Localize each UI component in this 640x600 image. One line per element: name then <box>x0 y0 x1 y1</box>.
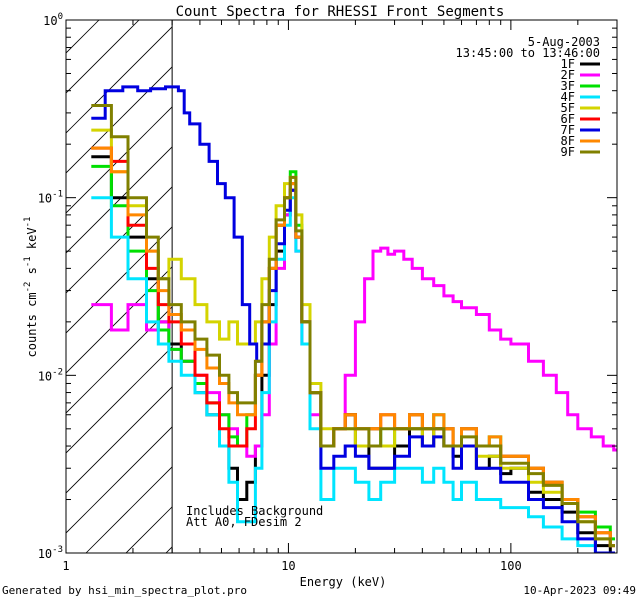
axis-tick-labels: 1 10 100 10-3 10-2 10-1 100 <box>38 12 522 573</box>
ylabel-exp-a: -2 <box>23 282 33 293</box>
date-label: 5-Aug-2003 <box>528 35 600 49</box>
hatch-line <box>66 26 173 134</box>
series-2F-line <box>91 188 617 458</box>
time-range-label: 13:45:00 to 13:46:00 <box>456 46 601 60</box>
annotation-background: Includes Background <box>186 504 323 518</box>
series-4F-line <box>91 196 615 553</box>
legend-label-1F: 1F <box>561 57 575 71</box>
hatch-line <box>66 66 173 174</box>
hatch-line <box>66 266 173 374</box>
hatch-line <box>66 20 140 94</box>
y-axis-label: counts cm-2 s-1 keV-1 <box>23 217 39 358</box>
svg-text:counts cm-2 s-1 keV-1: counts cm-2 s-1 keV-1 <box>23 217 39 358</box>
ylabel-part-c: keV <box>25 227 39 256</box>
hatch-line <box>66 426 173 534</box>
hatch-line <box>66 106 173 214</box>
y-tick-label: 10-3 <box>38 545 63 561</box>
hatch-line <box>66 186 173 294</box>
footer-generated-by: Generated by hsi_min_spectra_plot.pro <box>2 584 247 597</box>
y-tick-label: 10-1 <box>38 190 63 206</box>
legend-label-6F: 6F <box>561 112 575 126</box>
annotation-attenuator: Att A0, FDesim 2 <box>186 515 302 529</box>
hatch-line <box>66 386 173 494</box>
hatch-line <box>566 20 640 553</box>
series-9F-line <box>91 104 615 548</box>
x-tick-label: 100 <box>500 559 522 573</box>
y-tick-label: 100 <box>43 12 63 28</box>
ylabel-part-a: counts cm <box>25 292 39 357</box>
legend-label-3F: 3F <box>561 79 575 93</box>
hatch-line <box>66 226 173 334</box>
legend-label-5F: 5F <box>561 101 575 115</box>
legend-label-7F: 7F <box>561 123 575 137</box>
series-lines <box>91 85 617 553</box>
legend-label-8F: 8F <box>561 134 575 148</box>
hatch-line <box>0 20 19 553</box>
x-tick-label: 10 <box>281 559 295 573</box>
hatch-line <box>326 20 640 553</box>
series-5F-line <box>91 128 615 548</box>
plot-frame <box>65 19 618 554</box>
chart-title: Count Spectra for RHESSI Front Segments <box>176 4 505 20</box>
ylabel-part-b: s <box>25 267 39 281</box>
hatch-lines <box>0 20 640 553</box>
axis-ticks <box>65 19 618 554</box>
hatched-region <box>0 20 640 553</box>
hatch-line <box>606 20 640 553</box>
hatch-line <box>286 20 640 553</box>
ylabel-exp-b: -1 <box>23 256 33 267</box>
legend-label-4F: 4F <box>561 90 575 104</box>
legend-label-9F: 9F <box>561 145 575 159</box>
legend-label-2F: 2F <box>561 68 575 82</box>
y-tick-label: 10-2 <box>38 367 63 383</box>
hatch-line <box>66 20 100 54</box>
x-tick-label: 1 <box>62 559 69 573</box>
footer-timestamp: 10-Apr-2023 09:49 <box>523 584 636 597</box>
hatch-line <box>66 346 173 454</box>
x-axis-label: Energy (keV) <box>300 575 387 589</box>
ylabel-exp-c: -1 <box>23 217 33 228</box>
